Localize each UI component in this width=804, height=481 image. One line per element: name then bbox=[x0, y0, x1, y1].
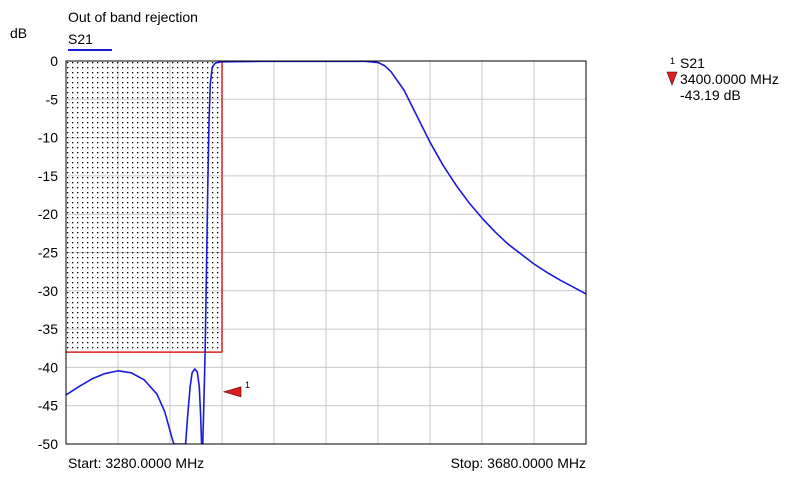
legend-entry-s21: S21 bbox=[68, 31, 93, 47]
trace-layer bbox=[66, 61, 586, 444]
legend: S21 bbox=[68, 31, 112, 51]
y-axis-label: dB bbox=[10, 25, 27, 41]
marker-layer: 1 bbox=[222, 380, 250, 398]
marker-readout-number: 1 bbox=[670, 56, 675, 66]
y-tick-labels: 0 -5 -10 -15 -20 -25 -30 -35 -40 -45 -50 bbox=[38, 53, 58, 452]
marker-1-label: 1 bbox=[245, 380, 250, 390]
marker-readout-icon bbox=[666, 71, 678, 86]
chart-title: Out of band rejection bbox=[68, 9, 198, 25]
y-tick-label: 0 bbox=[50, 53, 58, 69]
trace-s21 bbox=[66, 61, 586, 444]
stop-frequency-label: Stop: 3680.0000 MHz bbox=[451, 455, 586, 471]
start-frequency-label: Start: 3280.0000 MHz bbox=[68, 455, 204, 471]
marker-readout-frequency: 3400.0000 MHz bbox=[680, 71, 779, 87]
y-tick-label: -15 bbox=[38, 168, 58, 184]
y-tick-label: -50 bbox=[38, 436, 58, 452]
y-tick-label: -40 bbox=[38, 359, 58, 375]
y-tick-label: -30 bbox=[38, 283, 58, 299]
plot-frame bbox=[65, 60, 587, 445]
y-tick-label: -5 bbox=[46, 91, 59, 107]
marker-readout-trace: S21 bbox=[680, 55, 705, 71]
limit-mask bbox=[66, 61, 223, 353]
y-tick-label: -45 bbox=[38, 398, 58, 414]
y-tick-label: -20 bbox=[38, 206, 58, 222]
marker-readout-value: -43.19 dB bbox=[680, 87, 741, 103]
marker-1-icon[interactable] bbox=[222, 386, 242, 398]
y-tick-label: -35 bbox=[38, 321, 58, 337]
y-tick-label: -10 bbox=[38, 130, 58, 146]
limit-mask-region bbox=[66, 61, 222, 353]
y-tick-label: -25 bbox=[38, 245, 58, 261]
marker-readout: 1 S21 3400.0000 MHz -43.19 dB bbox=[666, 55, 779, 103]
